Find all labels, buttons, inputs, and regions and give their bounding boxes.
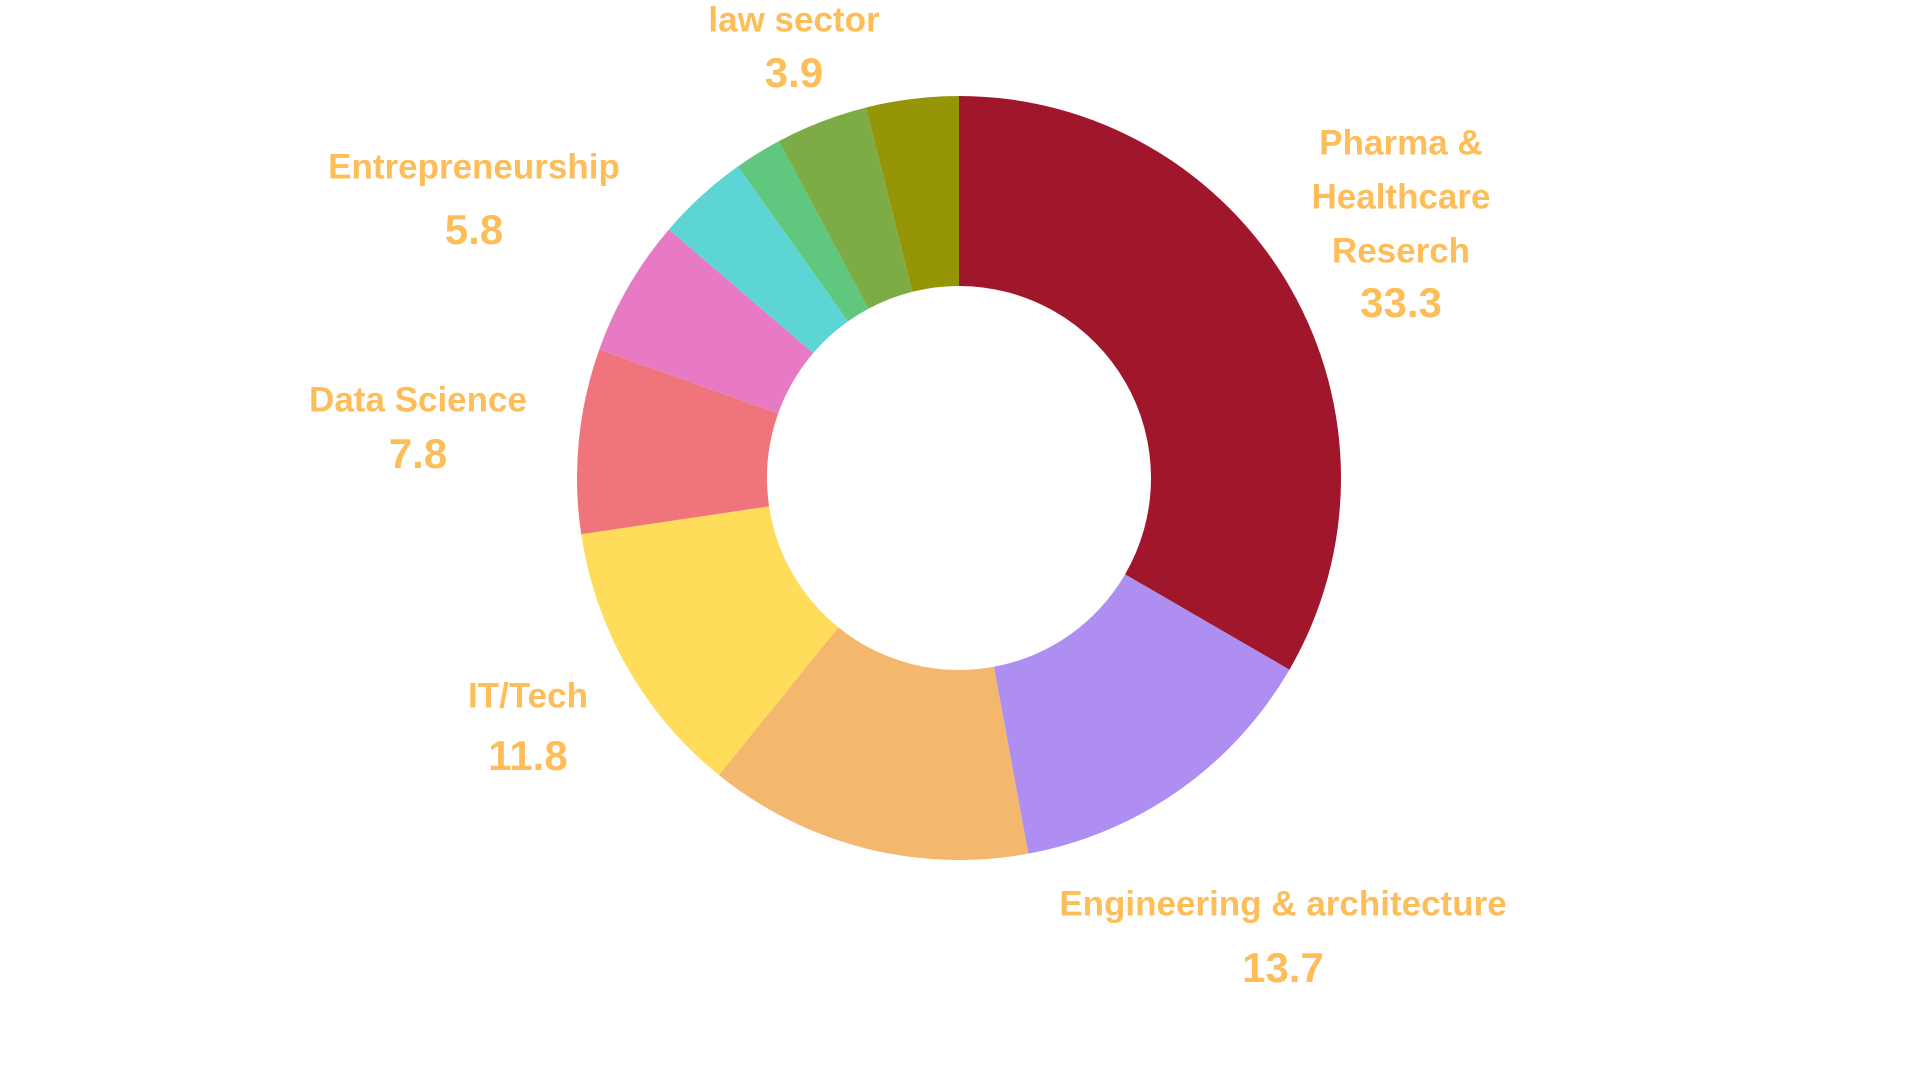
slice-7 <box>737 141 869 322</box>
slice-9 <box>866 96 959 292</box>
slice-4 <box>576 349 779 535</box>
slice-8 <box>778 107 913 309</box>
slice-3 <box>581 506 839 776</box>
slice-5 <box>599 229 814 414</box>
slice-2 <box>718 627 1029 861</box>
labels: Pharma & Healthcare Reserch 33.3 Engineering… <box>309 0 1507 991</box>
slice-value-5: 5.8 <box>445 206 503 253</box>
slices <box>576 96 1341 861</box>
slice-value-4: 7.8 <box>389 430 447 477</box>
slice-label-3: IT/Tech <box>468 676 588 715</box>
slice-label-0: Reserch <box>1332 231 1470 270</box>
slice-label-1: Engineering & architecture <box>1059 884 1506 923</box>
slice-0 <box>959 96 1341 670</box>
slice-value-3: 11.8 <box>488 732 567 779</box>
slice-6 <box>668 166 848 354</box>
slice-label-4: Data Science <box>309 380 527 419</box>
slice-1 <box>993 574 1290 854</box>
slice-value-1: 13.7 <box>1242 944 1324 991</box>
slice-value-9: 3.9 <box>765 49 823 96</box>
slice-value-0: 33.3 <box>1360 279 1442 326</box>
slice-label-9: law sector <box>708 0 880 39</box>
slice-label-0: Healthcare <box>1312 177 1491 216</box>
slice-label-5: Entrepreneurship <box>328 147 620 186</box>
slice-label-0: Pharma & <box>1319 123 1482 162</box>
